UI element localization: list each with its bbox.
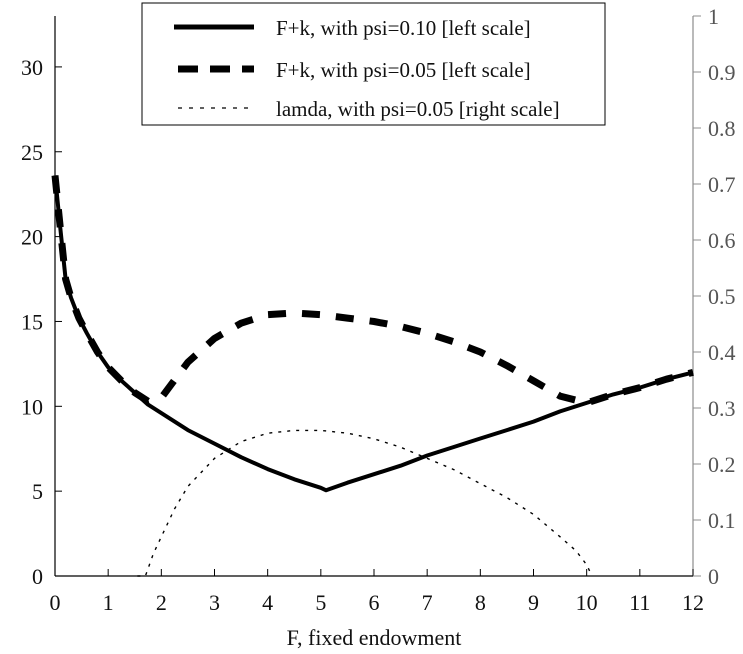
series-layer: [51, 175, 694, 577]
x-tick-label: 11: [629, 590, 650, 615]
x-axis-label: F, fixed endowment: [287, 625, 462, 650]
left-tick-label: 15: [21, 309, 43, 334]
right-tick-label: 0.3: [708, 396, 736, 421]
left-tick-label: 25: [21, 140, 43, 165]
x-tick-label: 3: [209, 590, 220, 615]
x-tick-label: 0: [50, 590, 61, 615]
x-tick-label: 6: [369, 590, 380, 615]
x-tick-label: 10: [576, 590, 598, 615]
series-line: [51, 175, 694, 407]
left-tick-label: 10: [21, 394, 43, 419]
x-tick-label: 4: [262, 590, 273, 615]
right-tick-label: 0.8: [708, 116, 736, 141]
legend: F+k, with psi=0.10 [left scale] F+k, wit…: [141, 2, 606, 126]
right-y-ticks: 0 0.1 0.2 0.3 0.4 0.5 0.6 0.7 0.8 0.9 1: [693, 4, 736, 589]
left-tick-label: 20: [21, 225, 43, 250]
right-tick-label: 0.4: [708, 340, 736, 365]
right-tick-label: 0.7: [708, 172, 736, 197]
right-tick-label: 0: [708, 564, 719, 589]
x-ticks: 0 1 2 3 4 5 6 7 8 9 10 11 12: [50, 569, 704, 615]
x-tick-label: 5: [315, 590, 326, 615]
x-tick-label: 12: [682, 590, 704, 615]
series-line: [53, 175, 694, 493]
left-tick-label: 5: [32, 479, 43, 504]
series-line: [137, 429, 593, 577]
legend-label-lamda: lamda, with psi=0.05 [right scale]: [276, 97, 560, 121]
right-tick-label: 0.1: [708, 508, 736, 533]
legend-box: [141, 2, 606, 126]
x-tick-label: 7: [422, 590, 433, 615]
right-tick-label: 0.2: [708, 452, 736, 477]
x-tick-label: 8: [475, 590, 486, 615]
right-tick-label: 0.5: [708, 284, 736, 309]
left-tick-label: 0: [32, 564, 43, 589]
x-tick-label: 1: [103, 590, 114, 615]
right-tick-label: 1: [708, 4, 719, 29]
right-tick-label: 0.6: [708, 228, 736, 253]
left-tick-label: 30: [21, 55, 43, 80]
x-tick-label: 9: [528, 590, 539, 615]
x-tick-label: 2: [156, 590, 167, 615]
legend-label-psi010: F+k, with psi=0.10 [left scale]: [276, 16, 531, 40]
legend-label-psi005: F+k, with psi=0.05 [left scale]: [276, 58, 531, 82]
left-y-ticks: 0 5 10 15 20 25 30: [21, 55, 62, 589]
right-tick-label: 0.9: [708, 60, 736, 85]
